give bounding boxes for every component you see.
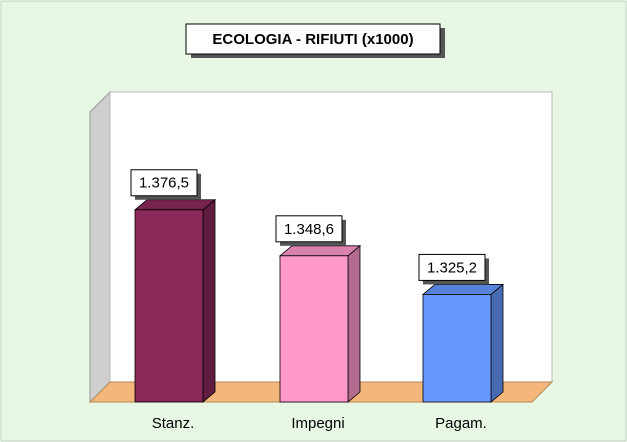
- bar: [422, 294, 492, 403]
- value-label: 1.325,2: [427, 259, 477, 276]
- value-label: 1.376,5: [139, 175, 189, 192]
- value-label: 1.348,6: [284, 221, 334, 238]
- bar-side: [490, 283, 504, 403]
- bar: [279, 255, 349, 403]
- bar-side: [202, 198, 216, 403]
- bar-top: [421, 284, 505, 295]
- bar-top: [278, 245, 362, 257]
- x-tick-label: Pagam.: [435, 415, 487, 432]
- value-label-box: [275, 215, 343, 243]
- chart-title: ECOLOGIA - RIFIUTI (x1000): [212, 31, 413, 48]
- value-label-box: [130, 169, 198, 197]
- x-tick-label: Stanz.: [152, 415, 195, 432]
- bar: [134, 209, 204, 403]
- value-label-box: [418, 253, 486, 281]
- title-box: [185, 23, 441, 55]
- bar-top: [133, 199, 217, 211]
- x-tick-label: Impegni: [291, 415, 344, 432]
- bar-side: [347, 244, 361, 403]
- left-wall: [89, 90, 111, 404]
